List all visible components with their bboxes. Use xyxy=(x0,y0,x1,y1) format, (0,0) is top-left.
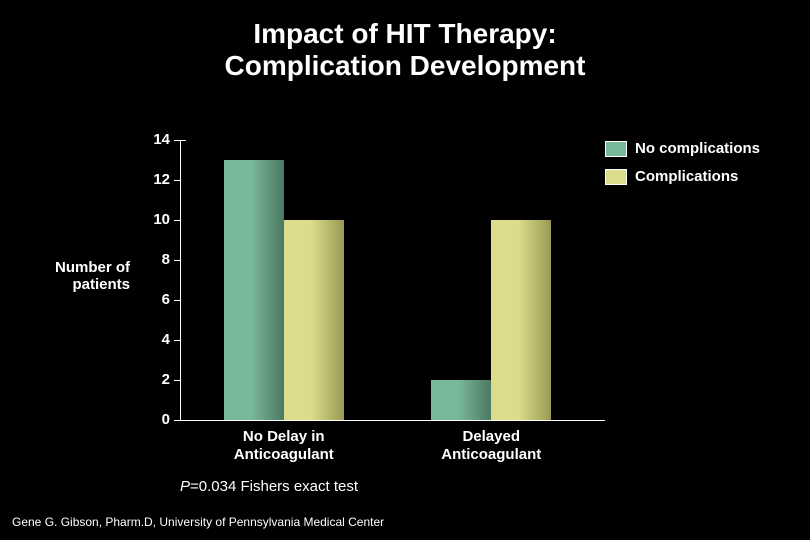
note-rest: =0.034 Fishers exact test xyxy=(190,478,358,495)
bar xyxy=(284,220,344,420)
y-axis-label-l2: patients xyxy=(72,276,130,293)
y-tick-label: 14 xyxy=(134,131,170,148)
y-tick-label: 2 xyxy=(134,371,170,388)
y-tick xyxy=(174,220,180,221)
x-category-label: DelayedAnticoagulant xyxy=(411,428,571,464)
bar-chart: 02468101214No Delay inAnticoagulantDelay… xyxy=(180,140,595,420)
y-tick-label: 4 xyxy=(134,331,170,348)
x-axis-line xyxy=(180,420,605,421)
p-value-note: P=0.034 Fishers exact test xyxy=(180,478,358,495)
bar xyxy=(224,160,284,420)
legend-swatch xyxy=(605,169,627,185)
attribution: Gene G. Gibson, Pharm.D, University of P… xyxy=(12,515,384,529)
y-tick-label: 8 xyxy=(134,251,170,268)
legend-label: No complications xyxy=(635,140,760,157)
y-axis-top-bracket xyxy=(180,140,186,141)
legend-swatch xyxy=(605,141,627,157)
title-line1: Impact of HIT Therapy: xyxy=(253,18,556,49)
y-axis-label: Number of patients xyxy=(20,259,130,293)
y-tick xyxy=(174,300,180,301)
y-tick-label: 6 xyxy=(134,291,170,308)
y-tick xyxy=(174,180,180,181)
y-tick xyxy=(174,340,180,341)
bar xyxy=(431,380,491,420)
y-axis-label-l1: Number of xyxy=(55,259,130,276)
slide-title: Impact of HIT Therapy: Complication Deve… xyxy=(0,18,810,82)
legend-label: Complications xyxy=(635,168,738,185)
y-tick-label: 0 xyxy=(134,411,170,428)
y-tick-label: 10 xyxy=(134,211,170,228)
y-tick xyxy=(174,420,180,421)
title-line2: Complication Development xyxy=(225,50,586,81)
x-category-label: No Delay inAnticoagulant xyxy=(204,428,364,464)
legend-item-complications: Complications xyxy=(605,168,738,185)
y-tick xyxy=(174,140,180,141)
p-italic: P xyxy=(180,478,190,495)
y-tick xyxy=(174,260,180,261)
bar xyxy=(491,220,551,420)
y-axis-line xyxy=(180,140,181,420)
slide-root: Impact of HIT Therapy: Complication Deve… xyxy=(0,0,810,540)
y-tick-label: 12 xyxy=(134,171,170,188)
legend-item-no-complications: No complications xyxy=(605,140,760,157)
y-tick xyxy=(174,380,180,381)
